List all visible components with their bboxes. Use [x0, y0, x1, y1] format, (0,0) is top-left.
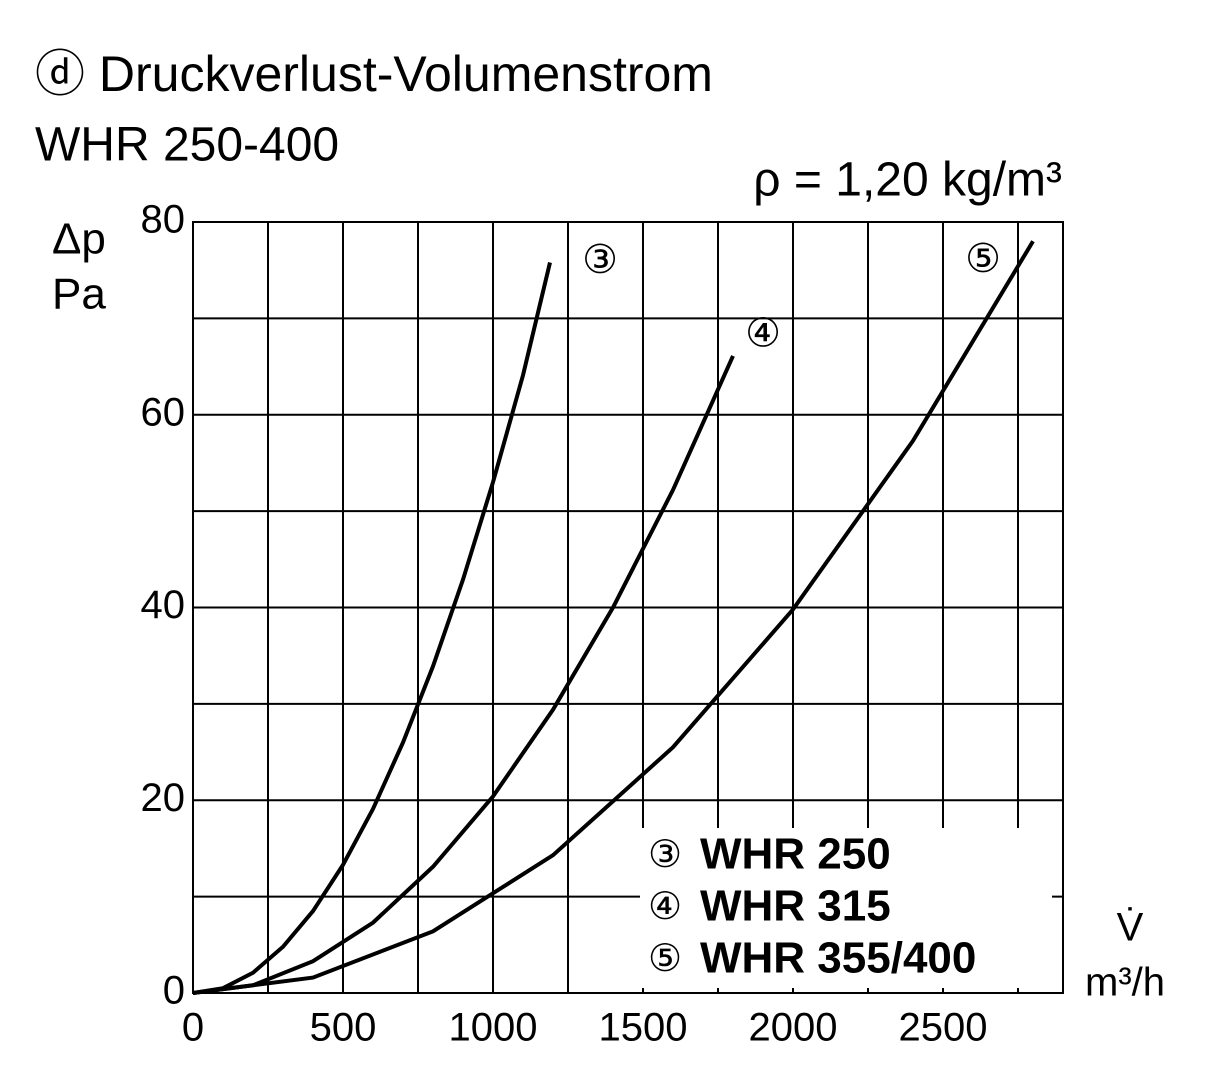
chart-title: ⓓ Druckverlust-Volumenstrom — [35, 46, 713, 102]
y-tick-label: 60 — [141, 390, 186, 434]
x-axis-unit: m³/h — [1085, 961, 1165, 1005]
legend-marker: ⑤ — [648, 938, 682, 980]
x-tick-label: 500 — [310, 1006, 377, 1050]
legend-marker: ④ — [648, 886, 682, 928]
annotation: ρ = 1,20 kg/m³ — [753, 154, 1062, 207]
curve-label: ⑤ — [965, 237, 1001, 281]
line-series — [192, 240, 1035, 995]
y-axis-label: Δp — [52, 215, 106, 264]
y-tick-label: 0 — [163, 969, 185, 1013]
legend-label: WHR 315 — [700, 882, 891, 931]
y-tick-label: 20 — [141, 776, 186, 820]
curve-label: ③ — [582, 238, 618, 282]
x-axis-label: V̇ — [1117, 906, 1144, 950]
y-tick-label: 80 — [141, 198, 186, 242]
line-series — [192, 262, 552, 995]
chart-subtitle: WHR 250-400 — [35, 119, 339, 172]
plot-frame — [192, 221, 1064, 994]
x-tick-label: 1500 — [599, 1006, 688, 1050]
y-axis-unit: Pa — [52, 270, 106, 319]
y-tick-label: 40 — [141, 583, 186, 627]
x-tick-label: 0 — [182, 1006, 204, 1050]
legend-marker: ③ — [648, 834, 682, 876]
legend-bg — [640, 828, 1052, 988]
legend-label: WHR 250 — [700, 830, 891, 879]
x-tick-label: 1000 — [449, 1006, 538, 1050]
x-tick-label: 2000 — [749, 1006, 838, 1050]
x-tick-label: 2500 — [899, 1006, 988, 1050]
curve-label: ④ — [745, 312, 781, 356]
line-series — [192, 355, 735, 995]
legend-label: WHR 355/400 — [700, 934, 976, 983]
